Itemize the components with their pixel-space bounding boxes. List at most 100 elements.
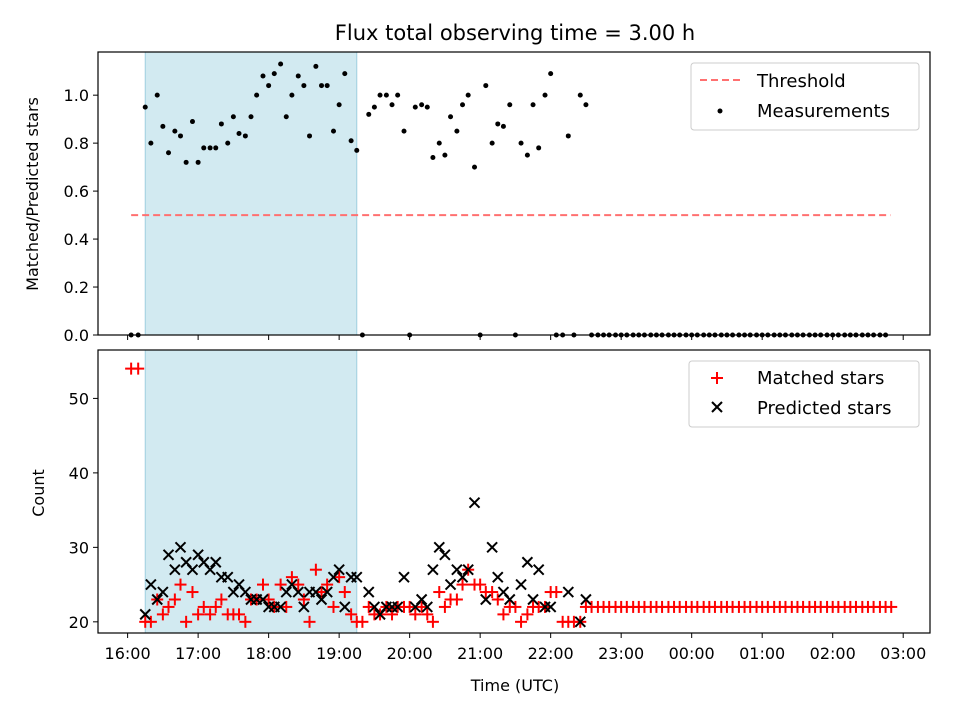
measurement-point xyxy=(518,140,524,146)
measurement-point xyxy=(377,92,383,98)
predicted-star-point xyxy=(239,586,252,598)
measurement-point xyxy=(395,92,401,98)
matched-star-point xyxy=(415,600,428,613)
bottom-y-tick-label: 20 xyxy=(69,613,89,632)
predicted-star-point xyxy=(486,541,498,554)
threshold-legend-label: Threshold xyxy=(756,71,846,92)
bottom-panel: 20 30 40 50 16:00 17:00 18:00 19:00 20:00 21:00 2… xyxy=(29,349,931,695)
predicted-star-point xyxy=(492,571,504,583)
matched-star-point xyxy=(426,615,439,628)
measurement-point xyxy=(454,128,460,134)
predicted-star-point xyxy=(227,586,240,598)
matched-star-point xyxy=(280,600,293,613)
matched-star-point xyxy=(438,600,451,613)
top-y-axis: 0.0 0.2 0.4 0.6 0.8 1.0 xyxy=(64,86,98,345)
measurements-legend-label: Measurements xyxy=(757,101,890,122)
predicted-star-point xyxy=(174,541,187,554)
measurement-point xyxy=(266,83,272,89)
x-tick-label: 19:00 xyxy=(316,644,362,663)
matched-star-point xyxy=(180,615,193,628)
matched-star-point xyxy=(285,571,298,584)
matched-stars-legend-label: Matched stars xyxy=(757,368,884,389)
bottom-y-tick-label: 50 xyxy=(69,389,89,408)
x-tick-label: 20:00 xyxy=(387,644,433,663)
x-tick-label: 18:00 xyxy=(246,644,292,663)
bottom-y-axis: 20 30 40 50 xyxy=(69,389,98,632)
measurement-point xyxy=(160,123,166,129)
x-tick-label: 03:00 xyxy=(880,644,926,663)
predicted-star-point xyxy=(363,586,375,598)
bottom-legend: Matched stars Predicted stars xyxy=(688,360,920,428)
matched-star-point xyxy=(474,578,487,591)
measurement-point xyxy=(366,111,372,117)
measurement-point xyxy=(530,102,536,108)
measurement-point xyxy=(401,128,407,134)
predicted-star-point xyxy=(439,549,451,561)
top-y-tick-label: 0.0 xyxy=(64,326,89,345)
measurement-point xyxy=(278,61,284,67)
matched-star-point xyxy=(156,608,169,621)
measurement-point xyxy=(289,92,295,98)
x-axis: 16:00 17:00 18:00 19:00 20:00 21:00 22:00 23:00… xyxy=(105,633,926,663)
measurement-point xyxy=(148,140,154,146)
x-tick-label: 21:00 xyxy=(457,644,503,663)
top-y-axis-label: Matched/Predicted stars xyxy=(23,97,42,291)
top-y-tick-label: 1.0 xyxy=(64,86,89,105)
measurement-point xyxy=(460,102,466,108)
matched-star-point xyxy=(509,600,522,613)
matched-star-point xyxy=(209,600,222,613)
matched-star-point xyxy=(321,578,334,591)
predicted-star-point xyxy=(451,563,463,576)
x-axis-label: Time (UTC) xyxy=(470,676,559,695)
predicted-star-point xyxy=(151,593,163,606)
predicted-star-point xyxy=(468,496,481,509)
measurement-point xyxy=(430,155,436,161)
predicted-star-point xyxy=(186,563,199,576)
predicted-star-point xyxy=(204,563,216,576)
predicted-star-point xyxy=(521,556,534,568)
measurement-point xyxy=(383,92,389,98)
predicted-star-point xyxy=(157,586,169,598)
x-tick-label: 16:00 xyxy=(105,644,151,663)
measurement-point xyxy=(448,114,454,120)
bottom-plot-frame xyxy=(97,349,931,634)
x-tick-label: 22:00 xyxy=(528,644,574,663)
bottom-y-tick-label: 30 xyxy=(69,538,89,557)
measurement-point xyxy=(330,128,336,134)
matched-star-point xyxy=(292,578,305,591)
matched-star-point xyxy=(333,571,346,584)
chart-title: Flux total observing time = 3.00 h xyxy=(335,21,695,45)
measurement-point xyxy=(507,102,513,108)
measurements-legend-swatch xyxy=(717,108,723,114)
measurement-point xyxy=(495,121,501,127)
predicted-star-point xyxy=(310,586,322,598)
top-y-tick-label: 0.6 xyxy=(64,182,89,201)
top-y-tick-label: 0.4 xyxy=(64,230,89,249)
measurement-point xyxy=(295,73,301,79)
matched-star-point xyxy=(338,586,351,599)
predicted-star-point xyxy=(315,593,328,606)
matched-star-point xyxy=(362,600,375,613)
predicted-star-point xyxy=(515,578,527,591)
measurement-point xyxy=(301,83,307,89)
predicted-star-point xyxy=(562,586,574,598)
predicted-star-point xyxy=(339,601,351,613)
measurement-point xyxy=(583,102,589,108)
predicted-star-point xyxy=(462,563,474,576)
predicted-star-point xyxy=(280,586,292,598)
measurement-point xyxy=(354,147,360,153)
measurement-point xyxy=(489,140,495,146)
measurement-point xyxy=(254,92,260,98)
matched-star-point xyxy=(456,578,469,591)
matched-star-point xyxy=(433,586,446,599)
matched-star-point xyxy=(315,586,328,599)
measurement-point xyxy=(465,92,471,98)
predicted-star-point xyxy=(292,586,304,598)
matched-star-point xyxy=(550,586,563,599)
top-plot-frame xyxy=(97,51,931,336)
bottom-plot-area xyxy=(97,349,931,634)
measurement-point xyxy=(172,128,178,134)
predicted-star-point xyxy=(192,549,204,561)
measurement-point xyxy=(242,133,248,139)
